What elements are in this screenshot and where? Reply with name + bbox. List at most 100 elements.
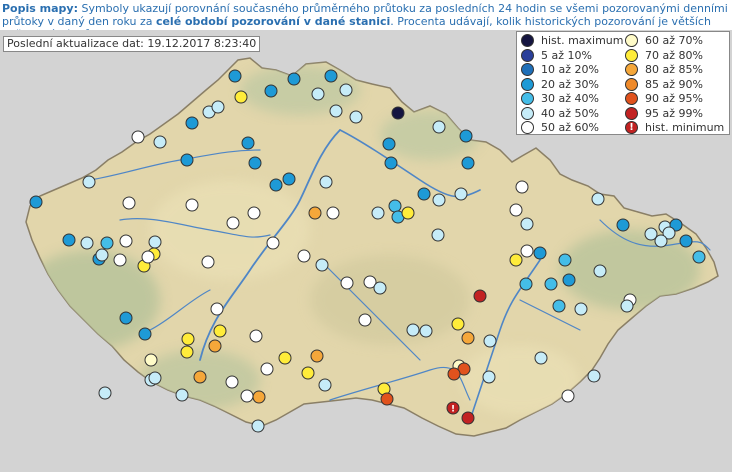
station-marker[interactable] (315, 258, 329, 272)
station-marker[interactable] (349, 110, 363, 124)
station-marker[interactable] (324, 69, 338, 83)
station-marker[interactable] (562, 273, 576, 287)
station-marker[interactable] (131, 130, 145, 144)
station-marker[interactable] (181, 332, 195, 346)
station-marker[interactable] (319, 175, 333, 189)
station-marker[interactable] (213, 324, 227, 338)
station-marker[interactable] (431, 228, 445, 242)
station-marker[interactable] (401, 206, 415, 220)
station-marker[interactable] (447, 367, 461, 381)
station-marker[interactable] (278, 351, 292, 365)
station-marker[interactable] (185, 198, 199, 212)
station-marker[interactable] (620, 299, 634, 313)
station-marker[interactable] (266, 236, 280, 250)
station-marker[interactable] (520, 244, 534, 258)
station-marker[interactable] (251, 419, 265, 433)
station-marker[interactable] (654, 234, 668, 248)
station-marker[interactable] (95, 248, 109, 262)
station-marker[interactable] (451, 317, 465, 331)
station-marker[interactable] (208, 339, 222, 353)
station-marker[interactable] (558, 253, 572, 267)
station-marker[interactable] (193, 370, 207, 384)
station-marker[interactable] (406, 323, 420, 337)
station-marker[interactable] (82, 175, 96, 189)
station-marker[interactable] (552, 299, 566, 313)
station-marker[interactable] (211, 100, 225, 114)
station-marker[interactable] (519, 277, 533, 291)
station-marker[interactable] (226, 216, 240, 230)
station-marker[interactable] (264, 84, 278, 98)
station-marker[interactable] (180, 345, 194, 359)
station-marker[interactable] (180, 153, 194, 167)
station-marker[interactable] (29, 195, 43, 209)
station-marker[interactable] (534, 351, 548, 365)
station-marker[interactable] (148, 235, 162, 249)
station-marker[interactable] (308, 206, 322, 220)
station-marker[interactable] (249, 329, 263, 343)
station-marker[interactable] (454, 187, 468, 201)
map-area[interactable]: ! (0, 30, 732, 472)
station-marker[interactable] (310, 349, 324, 363)
station-marker[interactable] (210, 302, 224, 316)
station-marker[interactable] (461, 331, 475, 345)
station-marker[interactable] (380, 392, 394, 406)
station-marker[interactable] (269, 178, 283, 192)
station-marker[interactable] (391, 106, 405, 120)
station-marker[interactable] (122, 196, 136, 210)
station-marker[interactable] (482, 370, 496, 384)
station-marker[interactable] (141, 250, 155, 264)
station-marker[interactable] (373, 281, 387, 295)
station-marker[interactable] (533, 246, 547, 260)
station-marker[interactable] (339, 83, 353, 97)
station-marker[interactable] (461, 156, 475, 170)
station-marker[interactable] (225, 375, 239, 389)
station-marker[interactable] (679, 234, 693, 248)
station-marker[interactable] (384, 156, 398, 170)
station-marker[interactable] (419, 324, 433, 338)
station-marker[interactable] (252, 390, 266, 404)
station-marker[interactable] (301, 366, 315, 380)
station-marker[interactable] (388, 199, 402, 213)
hydrology-map[interactable]: ! (0, 30, 732, 472)
station-marker[interactable] (282, 172, 296, 186)
station-marker[interactable] (98, 386, 112, 400)
station-marker[interactable] (234, 90, 248, 104)
station-marker[interactable] (201, 255, 215, 269)
station-marker[interactable] (432, 193, 446, 207)
station-marker[interactable] (340, 276, 354, 290)
station-marker[interactable] (459, 129, 473, 143)
station-marker[interactable] (473, 289, 487, 303)
station-marker[interactable] (515, 180, 529, 194)
station-marker[interactable] (432, 120, 446, 134)
station-marker[interactable] (593, 264, 607, 278)
station-marker[interactable] (248, 156, 262, 170)
station-marker[interactable] (311, 87, 325, 101)
station-marker[interactable] (371, 206, 385, 220)
station-marker[interactable] (509, 253, 523, 267)
station-marker[interactable] (148, 371, 162, 385)
station-marker[interactable] (461, 411, 475, 425)
station-marker[interactable] (417, 187, 431, 201)
station-marker[interactable] (318, 378, 332, 392)
station-marker[interactable] (358, 313, 372, 327)
station-marker[interactable] (692, 250, 706, 264)
stations-layer[interactable]: ! (29, 69, 706, 433)
station-marker[interactable] (247, 206, 261, 220)
station-marker[interactable] (561, 389, 575, 403)
station-marker[interactable] (144, 353, 158, 367)
station-marker[interactable] (175, 388, 189, 402)
station-marker[interactable] (113, 253, 127, 267)
station-marker[interactable] (509, 203, 523, 217)
station-marker[interactable] (574, 302, 588, 316)
station-marker[interactable] (329, 104, 343, 118)
station-marker[interactable] (62, 233, 76, 247)
station-marker[interactable] (185, 116, 199, 130)
station-marker[interactable] (260, 362, 274, 376)
station-marker[interactable] (326, 206, 340, 220)
station-marker[interactable] (544, 277, 558, 291)
station-marker[interactable] (240, 389, 254, 403)
station-marker[interactable] (616, 218, 630, 232)
station-marker[interactable] (287, 72, 301, 86)
station-marker[interactable] (153, 135, 167, 149)
station-marker[interactable] (241, 136, 255, 150)
